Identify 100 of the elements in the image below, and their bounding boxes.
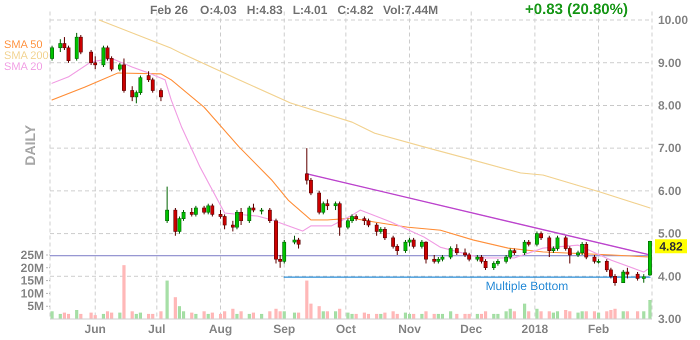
candlestick <box>159 88 163 102</box>
bar <box>412 314 416 319</box>
candlestick <box>268 207 272 224</box>
candlestick <box>346 218 350 230</box>
y2-tick-label: 25M <box>20 248 44 262</box>
candlestick <box>239 207 243 226</box>
annotation: 4.82 <box>659 239 683 254</box>
annotation: Multiple Bottom <box>486 279 568 294</box>
bar <box>512 311 516 319</box>
bar <box>318 306 321 319</box>
bar <box>626 311 629 319</box>
bar <box>605 311 608 319</box>
candlestick <box>484 258 488 270</box>
bar <box>622 311 625 319</box>
candlestick <box>230 220 235 232</box>
candlestick <box>338 201 342 236</box>
bar <box>648 300 652 319</box>
bar <box>564 310 568 319</box>
candlestick <box>130 86 134 102</box>
bar <box>568 311 572 319</box>
candlestick <box>50 45 54 62</box>
bar <box>134 314 138 319</box>
candlestick <box>383 226 387 240</box>
bar <box>322 311 325 319</box>
candlestick <box>102 45 106 68</box>
candlestick <box>165 186 170 224</box>
candlestick <box>321 201 326 215</box>
y-tick-label: 10.00 <box>658 13 688 28</box>
candlestick <box>522 239 527 256</box>
bar <box>432 314 436 319</box>
text: DAILY <box>22 124 38 166</box>
candlestick <box>580 242 584 256</box>
bar <box>94 315 97 319</box>
y2-tick-label: 5M <box>27 299 44 314</box>
x-tick-label: Nov <box>398 322 422 336</box>
bar <box>178 306 182 319</box>
candlestick <box>74 32 79 62</box>
candlestick <box>424 240 428 264</box>
candlestick <box>173 207 178 236</box>
candlestick <box>296 237 301 250</box>
candlestick <box>282 239 286 264</box>
bar <box>58 314 62 319</box>
candlestick <box>547 235 552 258</box>
bar <box>75 310 78 319</box>
bar <box>548 311 551 319</box>
y2-tick-label: 10M <box>20 286 44 300</box>
candlestick <box>625 267 630 279</box>
y2-tick-label: 20M <box>20 260 44 275</box>
y-tick-label: 5.00 <box>658 226 682 241</box>
series-label: SMA 20 <box>4 61 43 73</box>
x-tick-label: Oct <box>336 322 356 336</box>
candlestick <box>210 203 214 217</box>
candlestick <box>556 235 560 252</box>
y-tick-label: 4.00 <box>658 269 682 284</box>
bar <box>268 311 272 319</box>
annotation: Feb 26 <box>150 3 188 17</box>
bar <box>151 314 154 319</box>
bar <box>79 314 82 319</box>
bar <box>375 314 378 319</box>
y-tick-label: 9.00 <box>658 56 682 70</box>
y2-tick-label: 15M <box>20 274 44 288</box>
candlestick <box>89 49 93 66</box>
candlestick <box>222 214 227 230</box>
x-tick-label: Feb <box>588 322 610 336</box>
candlestick <box>404 239 408 254</box>
candlestick <box>150 77 155 94</box>
bar <box>523 304 526 319</box>
candlestick <box>412 237 416 250</box>
bar <box>190 312 194 319</box>
candlestick <box>564 235 568 252</box>
bar <box>166 280 169 319</box>
annotation: Vol:7.44M <box>383 3 438 17</box>
candlestick <box>317 190 322 215</box>
bar <box>584 311 588 319</box>
x-tick-label: Jun <box>84 322 106 336</box>
bar <box>455 314 458 319</box>
candlestick <box>584 242 588 260</box>
bar <box>282 311 286 319</box>
x-tick-label: Dec <box>460 322 483 336</box>
bar <box>338 308 342 319</box>
bar <box>379 314 382 319</box>
bar <box>210 312 214 319</box>
bar <box>248 314 251 319</box>
annotation: O:4.03 H:4.83 L:4.01 C:4.82 <box>200 3 374 17</box>
candlestick <box>235 210 239 230</box>
bar <box>436 314 440 319</box>
candlestick <box>621 269 626 284</box>
candlestick <box>247 205 252 224</box>
bar <box>206 314 210 319</box>
text: SMA 50 <box>4 39 43 51</box>
y-tick-label: 6.00 <box>658 184 682 198</box>
bar <box>492 314 496 319</box>
x-tick-label: Aug <box>208 322 232 336</box>
x-tick-label: Jul <box>148 322 166 336</box>
candlestick <box>454 244 459 256</box>
bar <box>305 280 308 319</box>
bar <box>642 311 646 319</box>
candlestick <box>78 34 83 55</box>
candlestick <box>194 205 198 217</box>
y-tick-label: 7.00 <box>658 141 682 156</box>
